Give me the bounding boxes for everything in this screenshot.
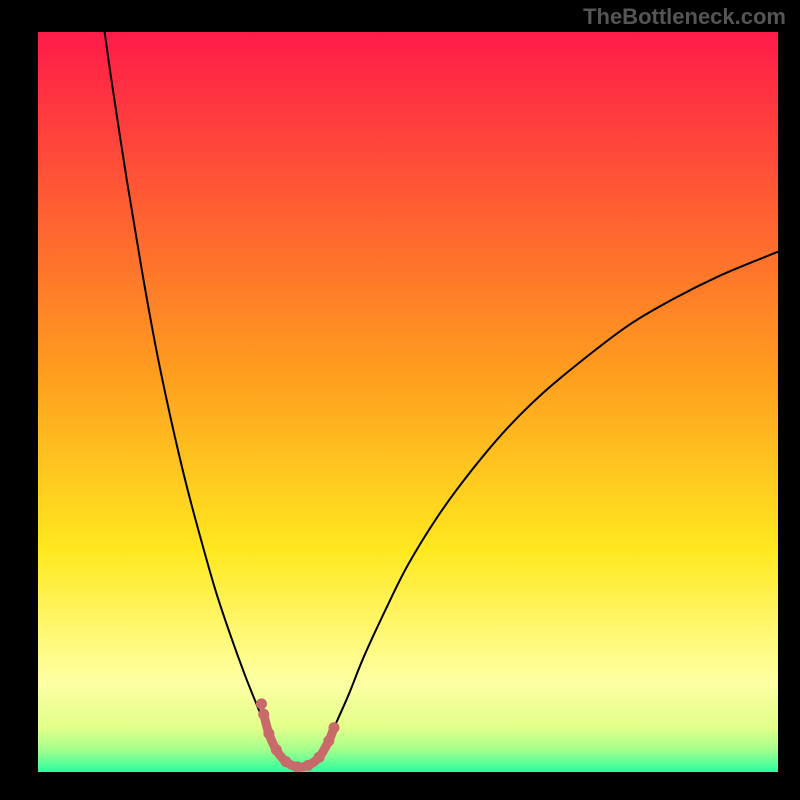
chart-svg xyxy=(38,32,778,772)
chart-container: TheBottleneck.com xyxy=(0,0,800,800)
valley-dot-extra xyxy=(256,698,267,709)
gradient-background xyxy=(38,32,778,772)
plot-area xyxy=(38,32,778,772)
watermark-text: TheBottleneck.com xyxy=(583,4,786,30)
